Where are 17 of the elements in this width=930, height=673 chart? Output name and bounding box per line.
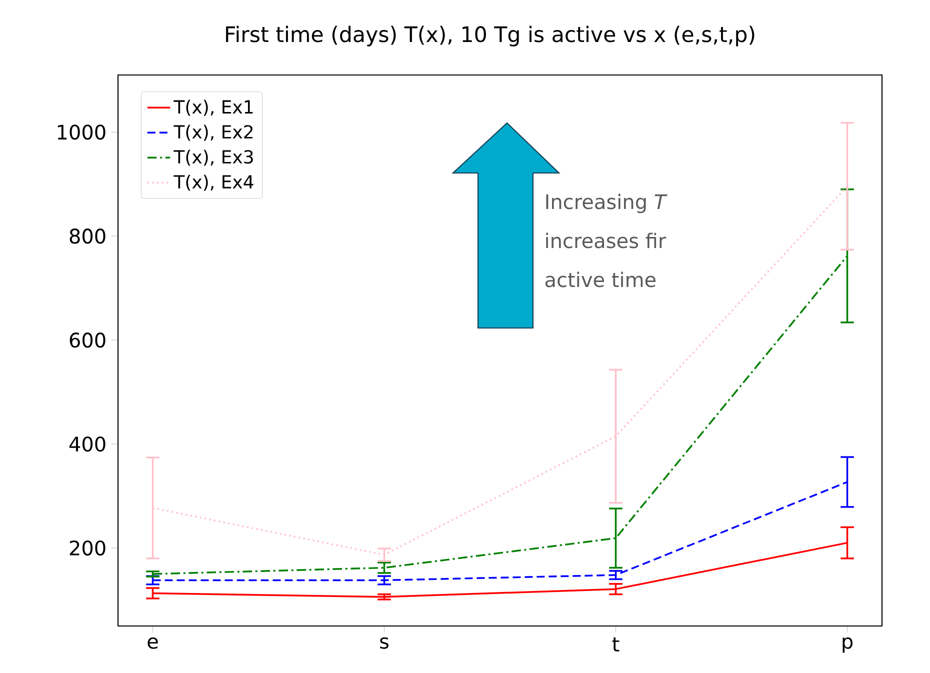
chart-title: First time (days) T(x), 10 Tg is active vs x (e,s,t,p) bbox=[226, 26, 754, 46]
annotation: increases fir bbox=[546, 232, 666, 248]
legend-label: T(x), Ex4 bbox=[174, 174, 254, 191]
legend-label: T(x), Ex1 bbox=[174, 100, 253, 116]
y-tick-label: 200 bbox=[70, 540, 106, 556]
annotation: active time bbox=[545, 272, 656, 288]
y-tick-label: 800 bbox=[70, 228, 106, 244]
x-tick-label: p bbox=[842, 637, 853, 653]
x-tick-label: t bbox=[612, 637, 620, 652]
legend-label: T(x), Ex2 bbox=[174, 124, 253, 141]
legend-label: T(x), Ex3 bbox=[174, 150, 253, 166]
x-tick-label: e bbox=[148, 637, 158, 649]
x-tick-label: s bbox=[380, 637, 388, 649]
y-tick-label: 600 bbox=[70, 332, 106, 348]
annotation: Increasing T bbox=[546, 194, 668, 214]
y-tick-label: 400 bbox=[69, 436, 106, 452]
y-tick-label: 1000 bbox=[58, 124, 106, 140]
